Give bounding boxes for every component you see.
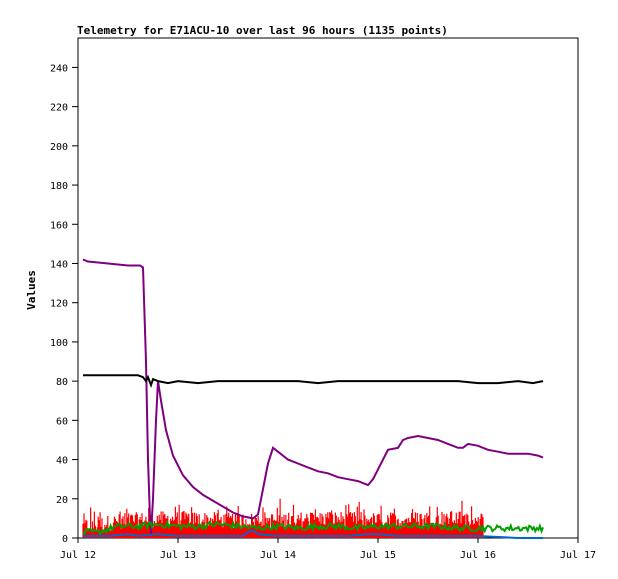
y-tick-label: 220 bbox=[50, 103, 68, 114]
series-layer bbox=[82, 258, 544, 539]
series-line-0 bbox=[82, 498, 484, 538]
series-line-1 bbox=[82, 258, 544, 535]
y-axis-label: Values bbox=[25, 270, 38, 310]
y-tick-label: 20 bbox=[56, 495, 68, 506]
series-line-4 bbox=[83, 529, 543, 539]
series-line-3 bbox=[82, 519, 544, 537]
x-tick-label: Jul 14 bbox=[260, 550, 296, 561]
x-tick-label: Jul 17 bbox=[560, 550, 596, 561]
x-tick-label: Jul 12 bbox=[60, 550, 96, 561]
chart-title: Telemetry for E71ACU-10 over last 96 hou… bbox=[77, 24, 448, 37]
y-axis-ticks: 0 20 40 60 80 100 120 140 160 180 200 220 240 bbox=[50, 63, 78, 545]
y-tick-label: 240 bbox=[50, 63, 68, 74]
y-tick-label: 140 bbox=[50, 259, 68, 270]
plot-area bbox=[77, 37, 579, 539]
y-tick-label: 120 bbox=[50, 299, 68, 310]
x-tick-label: Jul 13 bbox=[160, 550, 196, 561]
y-tick-label: 40 bbox=[56, 456, 68, 467]
y-tick-label: 80 bbox=[56, 377, 68, 388]
y-tick-label: 100 bbox=[50, 338, 68, 349]
y-tick-label: 200 bbox=[50, 142, 68, 153]
x-axis-ticks: Jul 12 Jul 13 Jul 14 Jul 15 Jul 16 Jul 17 bbox=[60, 538, 596, 561]
y-tick-label: 0 bbox=[62, 534, 68, 545]
x-tick-label: Jul 16 bbox=[460, 550, 496, 561]
x-tick-label: Jul 15 bbox=[360, 550, 396, 561]
y-tick-label: 160 bbox=[50, 220, 68, 231]
y-tick-label: 180 bbox=[50, 181, 68, 192]
series-line-2 bbox=[83, 374, 544, 389]
y-tick-label: 60 bbox=[56, 416, 68, 427]
